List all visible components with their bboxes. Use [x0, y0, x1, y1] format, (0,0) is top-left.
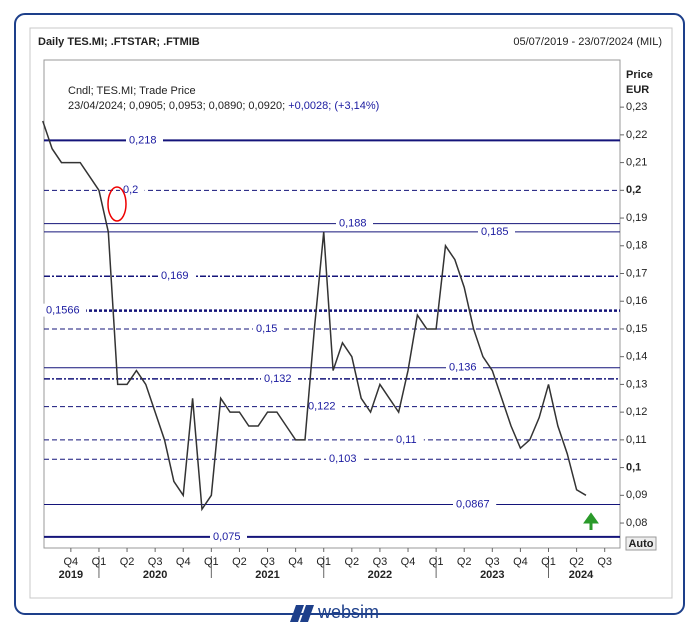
- level-label: 0,0867: [456, 498, 490, 510]
- year-label: 2020: [143, 569, 167, 581]
- level-label: 0,103: [329, 453, 357, 465]
- x-tick-label: Q1: [204, 556, 219, 568]
- level-label-bg: [43, 303, 87, 317]
- level-label-bg: [453, 497, 497, 511]
- level-label-bg: [305, 399, 342, 413]
- level-label: 0,132: [264, 373, 292, 385]
- price-line: [42, 120, 587, 512]
- brand-name: websim: [317, 602, 379, 622]
- chart-title: Daily TES.MI; .FTSTAR; .FTMIB: [38, 36, 200, 48]
- y-tick-label: 0,08: [626, 517, 647, 529]
- year-label: 2024: [569, 569, 594, 581]
- level-label-bg: [393, 432, 424, 446]
- level-label: 0,075: [213, 531, 241, 543]
- y-tick-label: 0,21: [626, 156, 647, 168]
- level-label: 0,15: [256, 323, 277, 335]
- level-label-bg: [326, 452, 363, 466]
- plot: 0,08 0,09 0,1 0,11 0,12 0,13 0,14 0,15 0,16 0,17 0…: [42, 101, 647, 581]
- y-axis-unit: EUR: [626, 84, 649, 96]
- legend-title: Cndl; TES.MI; Trade Price: [68, 85, 196, 97]
- y-tick-label: 0,23: [626, 101, 647, 113]
- x-tick-label: Q3: [260, 556, 275, 568]
- level-label: 0,218: [129, 134, 157, 146]
- x-tick-label: Q4: [288, 556, 303, 568]
- x-tick-label: Q2: [569, 556, 584, 568]
- y-tick-label: 0,18: [626, 240, 647, 252]
- x-tick-label: Q3: [373, 556, 388, 568]
- y-tick-label: 0,17: [626, 267, 647, 279]
- x-tick-label: Q4: [401, 556, 416, 568]
- y-tick-label: 0,2: [626, 184, 641, 196]
- x-tick-label: Q1: [316, 556, 331, 568]
- y-tick-label: 0,22: [626, 129, 647, 141]
- year-label: 2023: [480, 569, 504, 581]
- level-label-bg: [336, 216, 373, 230]
- level-label: 0,122: [308, 400, 336, 412]
- level-label: 0,136: [449, 362, 477, 374]
- level-label-bg: [126, 133, 163, 147]
- level-label-bg: [478, 224, 515, 238]
- up-arrow: [583, 512, 599, 530]
- date-range: 05/07/2019 - 23/07/2024 (MIL): [513, 36, 662, 48]
- brand-logo: [290, 605, 314, 622]
- x-tick-label: Q2: [232, 556, 247, 568]
- level-label: 0,188: [339, 217, 367, 229]
- legend-ohlc: 23/04/2024; 0,0905; 0,0953; 0,0890; 0,09…: [68, 100, 285, 112]
- year-label: 2021: [255, 569, 279, 581]
- year-label: 2019: [59, 569, 83, 581]
- x-tick-label: Q4: [176, 556, 191, 568]
- scale-button[interactable]: [625, 536, 657, 551]
- highlight-circle: [107, 186, 127, 222]
- y-tick-label: 0,09: [626, 489, 647, 501]
- level-label-bg: [261, 371, 298, 385]
- y-axis-label: Price: [626, 69, 653, 81]
- y-tick-label: 0,16: [626, 295, 647, 307]
- y-tick-label: 0,14: [626, 351, 647, 363]
- level-label: 0,2: [123, 184, 138, 196]
- level-label: 0,1566: [46, 305, 80, 317]
- legend-change: +0,0028; (+3,14%): [288, 100, 379, 112]
- y-tick-label: 0,13: [626, 378, 647, 390]
- x-tick-label: Q2: [457, 556, 472, 568]
- y-tick-label: 0,19: [626, 212, 647, 224]
- plot-area: [43, 59, 621, 549]
- level-label-bg: [158, 269, 195, 283]
- y-tick-label: 0,1: [626, 461, 641, 473]
- y-tick-label: 0,12: [626, 406, 647, 418]
- x-tick-label: Q2: [344, 556, 359, 568]
- level-label-bg: [253, 321, 284, 335]
- x-tick-label: Q4: [64, 556, 79, 568]
- level-label: 0,169: [161, 270, 189, 282]
- scale-button-label[interactable]: Auto: [628, 538, 653, 550]
- level-label-bg: [120, 183, 145, 197]
- level-label-bg: [446, 360, 483, 374]
- legend-info: 23/04/2024; 0,0905; 0,0953; 0,0890; 0,09…: [68, 100, 379, 112]
- y-tick-label: 0,15: [626, 323, 647, 335]
- level-label-bg: [210, 529, 247, 543]
- x-tick-label: Q4: [513, 556, 528, 568]
- x-tick-label: Q1: [429, 556, 444, 568]
- x-tick-label: Q3: [148, 556, 163, 568]
- level-label: 0,11: [396, 434, 417, 446]
- x-tick-label: Q3: [485, 556, 500, 568]
- y-tick-label: 0,11: [626, 434, 647, 446]
- x-tick-label: Q3: [597, 556, 612, 568]
- year-label: 2022: [368, 569, 392, 581]
- x-tick-label: Q2: [120, 556, 135, 568]
- x-tick-label: Q1: [92, 556, 107, 568]
- x-tick-label: Q1: [541, 556, 556, 568]
- level-label: 0,185: [481, 226, 509, 238]
